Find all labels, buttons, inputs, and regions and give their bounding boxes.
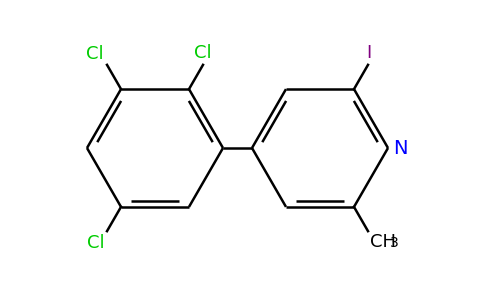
Text: Cl: Cl: [88, 234, 105, 252]
Text: I: I: [366, 44, 372, 62]
Text: N: N: [393, 139, 408, 158]
Text: Cl: Cl: [194, 44, 212, 62]
Text: Cl: Cl: [86, 45, 104, 63]
Text: 3: 3: [390, 236, 399, 250]
Text: CH: CH: [370, 233, 396, 251]
